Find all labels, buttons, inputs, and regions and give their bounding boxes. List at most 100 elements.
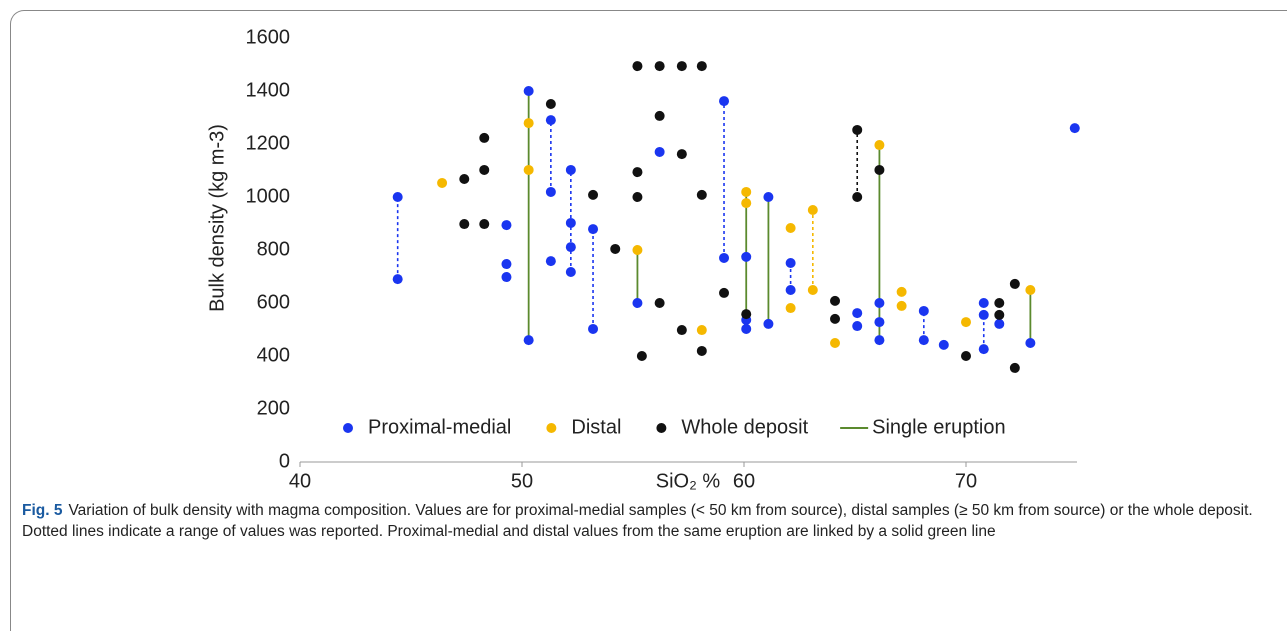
point: [654, 110, 665, 121]
point: [565, 217, 576, 228]
point: [852, 321, 863, 332]
point: [961, 317, 971, 328]
legend-marker: [656, 423, 667, 433]
x-tick-label: 40: [289, 470, 311, 492]
point: [741, 198, 752, 209]
point: [632, 245, 643, 255]
point: [719, 96, 730, 107]
y-tick-label: 1400: [246, 79, 291, 101]
point: [874, 317, 885, 328]
frame: [10, 10, 1287, 631]
point: [874, 298, 885, 308]
point: [741, 309, 752, 320]
point: [696, 189, 707, 200]
point: [588, 224, 599, 235]
point: [565, 164, 576, 175]
legend-marker: [546, 423, 557, 433]
point: [994, 309, 1005, 320]
point: [830, 313, 841, 324]
point: [785, 303, 796, 314]
point: [896, 286, 907, 297]
point: [852, 308, 863, 319]
point: [830, 338, 841, 349]
point: [719, 252, 730, 263]
point: [994, 298, 1005, 308]
point: [696, 345, 707, 356]
point: [479, 164, 490, 175]
point: [830, 295, 841, 306]
point: [459, 219, 470, 230]
point: [501, 272, 512, 283]
point: [437, 177, 448, 188]
point: [636, 351, 647, 361]
x-tick-label: 70: [955, 470, 977, 492]
point: [918, 305, 929, 316]
point: [741, 323, 752, 334]
point: [785, 223, 796, 234]
point: [565, 266, 576, 277]
point: [654, 146, 665, 157]
point: [392, 192, 403, 202]
point: [1069, 123, 1080, 134]
point: [501, 259, 512, 270]
point: [874, 335, 885, 346]
point: [523, 118, 534, 129]
point: [610, 243, 621, 254]
point: [763, 318, 774, 329]
y-axis-label: Bulk density (kg m-3): [206, 124, 228, 312]
point: [896, 300, 907, 311]
point: [588, 323, 599, 334]
point: [479, 132, 490, 143]
point: [961, 351, 971, 361]
point: [978, 344, 989, 355]
point: [978, 298, 989, 308]
point: [501, 220, 512, 231]
point: [1009, 278, 1020, 289]
point: [676, 61, 687, 72]
caption: Fig. 5 Variation of bulk density with mag…: [22, 500, 1267, 542]
y-tick-label: 1600: [246, 26, 291, 48]
point: [545, 186, 556, 197]
point: [565, 242, 576, 253]
y-tick-label: 1200: [246, 132, 291, 154]
y-tick-label: 200: [257, 397, 290, 419]
point: [994, 318, 1005, 329]
range-line: [396, 101, 985, 350]
eruption-line: [527, 91, 1032, 344]
chart: Bulk density (kg m-3) SiO₂ % 0 200 400 600 8…: [206, 26, 1080, 492]
legend-label: Single eruption: [872, 416, 1005, 438]
legend-label: Whole deposit: [681, 416, 808, 438]
point: [852, 124, 863, 135]
caption-label: Fig. 5: [22, 502, 63, 519]
point: [545, 115, 556, 126]
point: [1025, 338, 1036, 349]
point: [523, 335, 534, 346]
legend-marker: [343, 423, 353, 433]
point: [654, 298, 665, 308]
x-axis-label: SiO₂ %: [656, 470, 721, 492]
point: [852, 192, 863, 202]
y-tick-label: 600: [257, 291, 290, 313]
point: [1009, 362, 1020, 373]
point: [741, 251, 752, 262]
point: [459, 173, 470, 184]
y-tick-label: 0: [279, 450, 290, 472]
legend-label: Distal: [571, 416, 621, 438]
point: [676, 149, 687, 160]
point: [588, 189, 599, 200]
y-tick-label: 1000: [246, 185, 291, 207]
point: [696, 61, 707, 72]
point: [632, 192, 643, 202]
point: [632, 61, 643, 72]
point: [696, 325, 707, 336]
caption-text: Variation of bulk density with magma com…: [22, 502, 1253, 540]
point: [785, 257, 796, 268]
legend-label: Proximal-medial: [368, 416, 511, 438]
point: [545, 98, 556, 109]
point: [676, 325, 687, 336]
point: [874, 140, 885, 151]
point: [654, 61, 665, 72]
point: [978, 309, 989, 320]
point: [719, 287, 730, 298]
